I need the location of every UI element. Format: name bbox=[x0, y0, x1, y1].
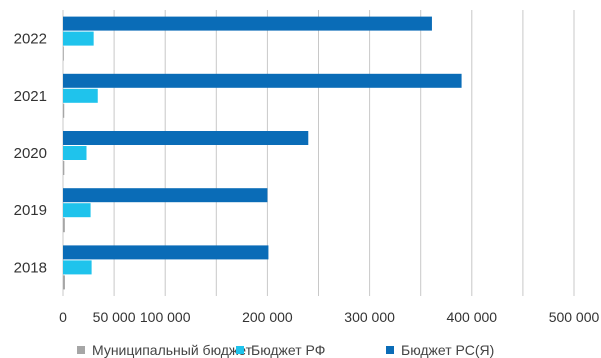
bar-2019-1 bbox=[63, 203, 91, 218]
x-tick-label: 50 000 bbox=[93, 309, 136, 325]
x-tick-label: 300 000 bbox=[344, 309, 395, 325]
category-labels: 2022 2021 2020 2019 2018 bbox=[14, 31, 47, 277]
x-tick-label: 500 000 bbox=[549, 309, 600, 325]
category-label: 2020 bbox=[14, 145, 47, 162]
legend-label: Бюджет РС(Я) bbox=[401, 342, 494, 358]
bar-2020-2 bbox=[63, 131, 309, 145]
x-tick-label: 0 bbox=[59, 309, 67, 325]
bar-2022-2 bbox=[63, 16, 432, 31]
category-label: 2018 bbox=[14, 259, 47, 276]
bar-2021-1 bbox=[63, 88, 98, 103]
bar-2019-0 bbox=[63, 218, 65, 233]
legend-swatch bbox=[386, 346, 394, 354]
x-tick-label: 400 000 bbox=[446, 309, 497, 325]
bar-2019-2 bbox=[63, 188, 268, 203]
bar-2020-0 bbox=[63, 161, 65, 175]
x-tick-label: 200 000 bbox=[242, 309, 293, 325]
bar-2021-2 bbox=[63, 73, 462, 88]
legend-label: Муниципальный бюджет bbox=[92, 342, 253, 358]
bar-2018-0 bbox=[63, 275, 65, 290]
category-label: 2021 bbox=[14, 88, 47, 105]
category-label: 2019 bbox=[14, 202, 47, 219]
bar-2022-0 bbox=[63, 46, 64, 61]
bar-2022-1 bbox=[63, 31, 94, 46]
category-label: 2022 bbox=[14, 31, 47, 48]
bar-2018-1 bbox=[63, 260, 92, 275]
legend-swatch bbox=[77, 346, 85, 354]
bar-2018-2 bbox=[63, 245, 269, 260]
x-axis-tick-labels: 0 50 000 100 000 200 000 300 000 400 000 500 0… bbox=[59, 309, 599, 325]
legend-label: Бюджет РФ bbox=[251, 342, 325, 358]
bar-2021-0 bbox=[63, 103, 65, 118]
x-tick-label: 100 000 bbox=[140, 309, 191, 325]
bar-2020-1 bbox=[63, 146, 87, 160]
legend-swatch bbox=[236, 346, 244, 354]
bars bbox=[63, 16, 462, 290]
